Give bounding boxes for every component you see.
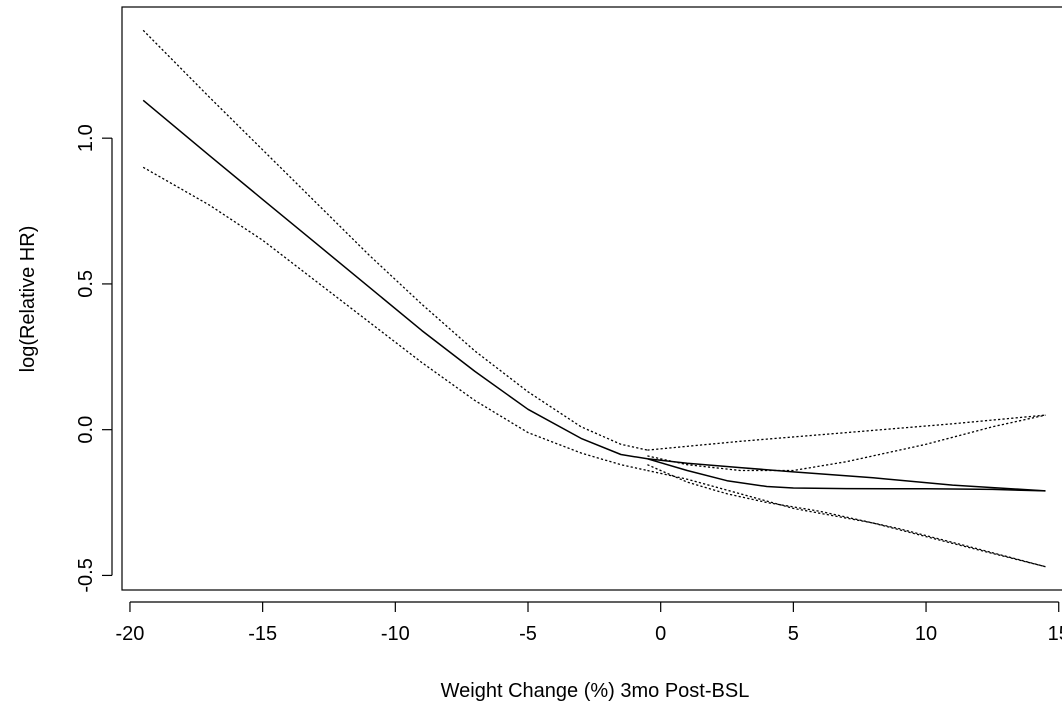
y-tick-label: -0.5 bbox=[75, 558, 97, 592]
y-tick-label: 0.0 bbox=[75, 416, 97, 444]
y-tick-label: 0.5 bbox=[75, 270, 97, 298]
ci-line-1-2 bbox=[647, 414, 1046, 451]
x-tick-label: 5 bbox=[788, 623, 799, 645]
x-tick-label: 10 bbox=[915, 623, 937, 645]
x-tick-label: -20 bbox=[116, 623, 145, 645]
plot-lines bbox=[142, 29, 1046, 568]
y-tick-label: 1.0 bbox=[75, 124, 97, 152]
y-axis: -0.5 0.0 0.5 1.0 bbox=[75, 124, 113, 593]
estimate-line-0-0 bbox=[142, 99, 648, 460]
x-axis-title: Weight Change (%) 3mo Post-BSL bbox=[441, 680, 750, 702]
plot-frame bbox=[121, 6, 1062, 591]
estimate-line-0-1 bbox=[647, 458, 1046, 492]
x-tick-label: 0 bbox=[655, 623, 666, 645]
x-tick-label: -5 bbox=[519, 623, 537, 645]
estimate-line-0-2 bbox=[647, 458, 1046, 492]
y-axis-title: log(Relative HR) bbox=[17, 226, 39, 373]
ci-line-1-5 bbox=[647, 469, 1046, 568]
ci-line-1-1 bbox=[142, 166, 648, 472]
x-tick-label: 15 bbox=[1048, 623, 1062, 645]
x-axis: -20 -15 -10 -5 0 5 10 15 bbox=[116, 601, 1062, 645]
ci-line-1-4 bbox=[647, 464, 1046, 568]
ci-line-1-3 bbox=[647, 414, 1046, 472]
x-tick-label: -10 bbox=[381, 623, 410, 645]
ci-line-1-0 bbox=[142, 29, 648, 451]
x-tick-label: -15 bbox=[248, 623, 277, 645]
